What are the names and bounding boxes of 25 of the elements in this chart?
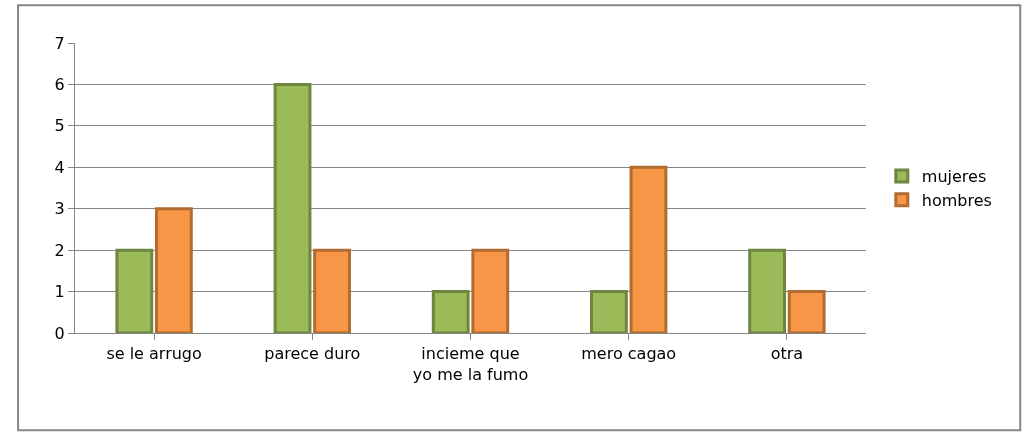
y-tick-label: 1 [54,282,65,302]
bar [748,248,787,333]
y-tick-label: 5 [54,116,65,136]
x-tick-label: otra [770,344,804,364]
y-tick-label: 0 [54,323,65,343]
bar [431,290,470,333]
x-tick-label: mero cagao [581,344,677,364]
bar [590,290,628,333]
legend-label: mujeres [921,167,987,187]
y-tick-label: 6 [54,75,65,95]
y-tick-label: 7 [54,33,65,53]
x-tick-label: parece duro [264,344,361,364]
x-tick-label: incieme que yo me la fumo [412,344,529,384]
y-tick-label: 3 [54,199,65,219]
legend-label: hombres [921,190,992,210]
bar [313,248,351,333]
y-tick-label: 2 [54,240,65,260]
bar [115,248,154,333]
x-tick-label: se le arrugo [106,344,202,364]
bar [629,165,668,333]
bar [273,82,312,333]
y-tick-label: 4 [54,157,65,177]
bar [154,207,193,333]
bar [787,290,826,333]
bar [471,248,510,333]
